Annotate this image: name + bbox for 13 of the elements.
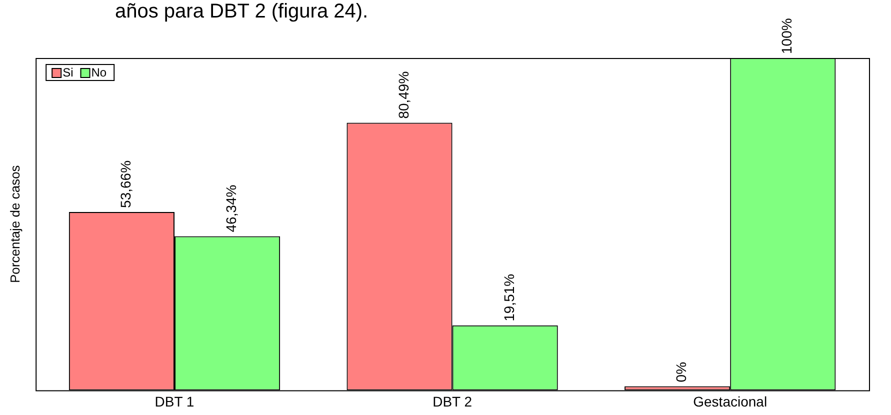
y-axis-title: Porcentaje de casos — [7, 164, 22, 283]
data-label: 19,51% — [500, 274, 517, 322]
data-label: 100% — [778, 18, 795, 54]
legend-label: Si — [62, 65, 74, 80]
data-label: 80,49% — [395, 71, 412, 119]
data-label: 46,34% — [223, 184, 240, 232]
legend-label: No — [91, 65, 107, 80]
x-tick-label: Gestacional — [693, 393, 768, 410]
x-tick-label: DBT 2 — [432, 393, 472, 410]
text: años para DBT 2 (figura 24). — [115, 0, 368, 23]
data-label: 53,66% — [118, 160, 134, 208]
x-tick-label: DBT 1 — [154, 393, 194, 410]
data-label: 0% — [673, 362, 690, 382]
